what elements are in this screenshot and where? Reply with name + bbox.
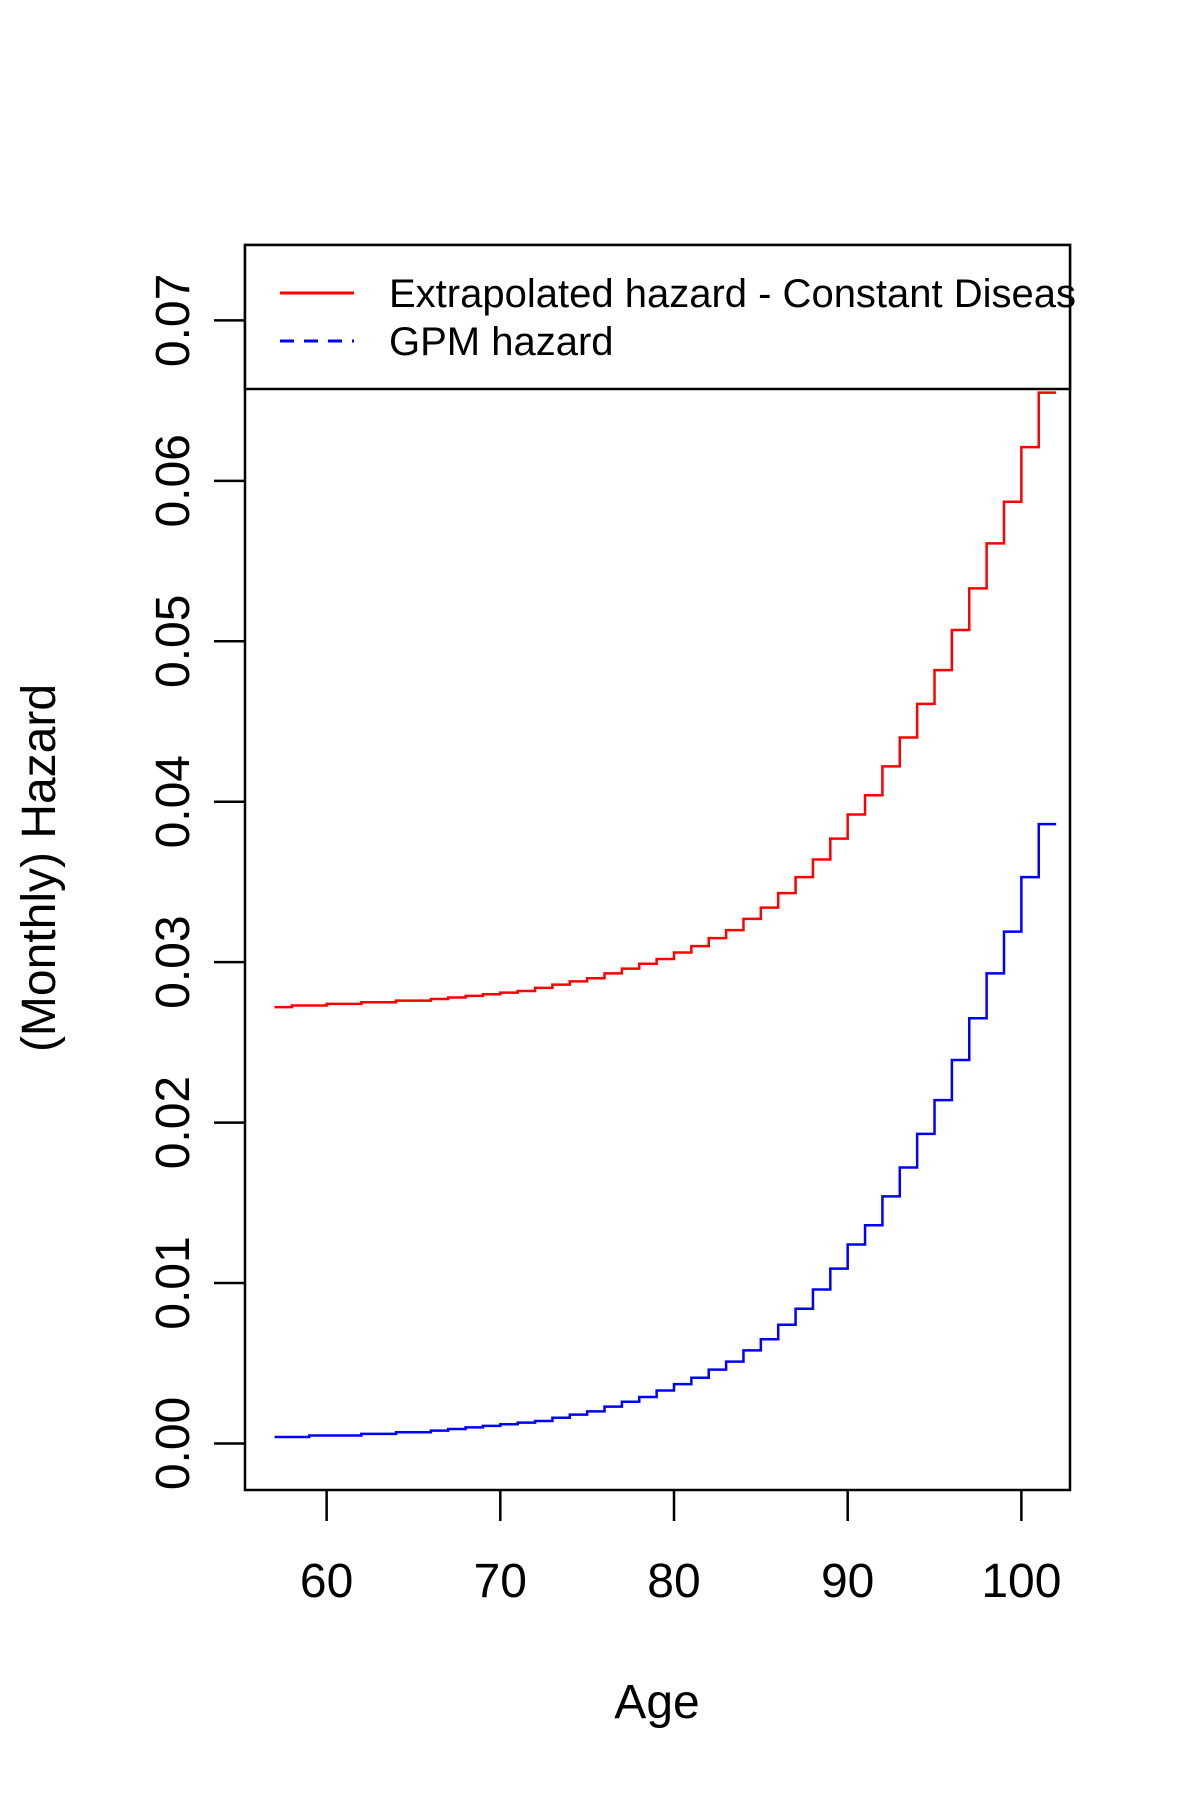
y-tick-label: 0.04	[147, 755, 200, 848]
x-axis: 60 70 80 90 100	[300, 1490, 1061, 1608]
legend-label-extrapolated: Extrapolated hazard - Constant Diseas	[389, 272, 1076, 316]
y-axis: 0.00 0.01 0.02 0.03 0.04 0.05 0.06 0.07	[147, 274, 245, 1490]
x-axis-title: Age	[614, 1676, 699, 1729]
x-tick-label: 60	[300, 1555, 353, 1608]
series-layer	[274, 391, 1057, 1439]
y-tick-label: 0.03	[147, 915, 200, 1008]
legend-box	[243, 243, 1072, 391]
x-tick-label: 90	[821, 1555, 874, 1608]
y-tick-label: 0.00	[147, 1397, 200, 1490]
legend-label-gpm: GPM hazard	[389, 320, 614, 364]
x-tick-label: 100	[981, 1555, 1061, 1608]
x-tick-label: 80	[647, 1555, 700, 1608]
y-tick-label: 0.07	[147, 274, 200, 367]
x-tick-label: 70	[474, 1555, 527, 1608]
y-tick-label: 0.02	[147, 1076, 200, 1169]
series-line-extrapolated	[274, 391, 1057, 1009]
series-line-gpm	[274, 822, 1057, 1439]
y-tick-label: 0.06	[147, 434, 200, 527]
y-tick-label: 0.05	[147, 595, 200, 688]
y-tick-label: 0.01	[147, 1236, 200, 1329]
legend: Extrapolated hazard - Constant Diseas GP…	[243, 243, 1076, 391]
y-axis-title: (Monthly) Hazard	[13, 684, 66, 1052]
plot-frame	[243, 243, 1072, 1492]
